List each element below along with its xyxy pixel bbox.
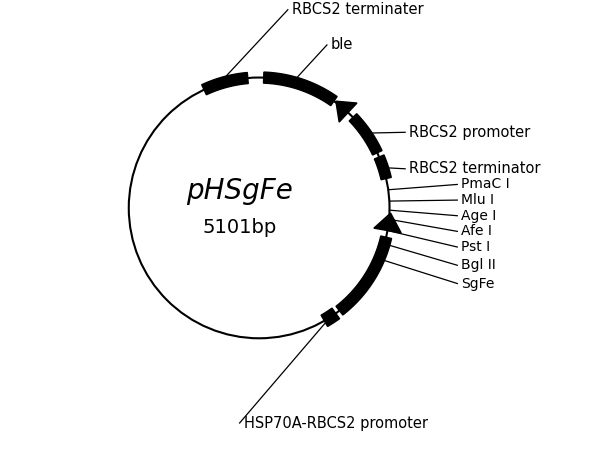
Text: SgFe: SgFe	[461, 276, 494, 291]
Text: RBCS2 terminator: RBCS2 terminator	[409, 161, 540, 176]
Text: Bgl II: Bgl II	[461, 258, 496, 272]
Text: Age I: Age I	[461, 209, 496, 223]
Text: Pst I: Pst I	[461, 240, 490, 254]
Text: HSP70A-RBCS2 promoter: HSP70A-RBCS2 promoter	[244, 415, 428, 430]
Polygon shape	[321, 308, 340, 326]
Polygon shape	[336, 101, 357, 122]
Polygon shape	[374, 213, 401, 233]
Text: RBCS2 promoter: RBCS2 promoter	[409, 125, 530, 140]
Text: ble: ble	[331, 37, 353, 53]
Polygon shape	[202, 73, 248, 95]
Text: Afe I: Afe I	[461, 224, 492, 239]
Text: 5101bp: 5101bp	[202, 218, 277, 237]
Text: RBCS2 terminater: RBCS2 terminater	[291, 2, 424, 17]
Text: pHSgFe: pHSgFe	[186, 177, 293, 205]
Polygon shape	[264, 72, 337, 106]
Polygon shape	[336, 236, 392, 315]
Text: Mlu I: Mlu I	[461, 193, 494, 207]
Text: PmaC I: PmaC I	[461, 177, 510, 191]
Polygon shape	[375, 155, 391, 180]
Polygon shape	[349, 114, 382, 155]
